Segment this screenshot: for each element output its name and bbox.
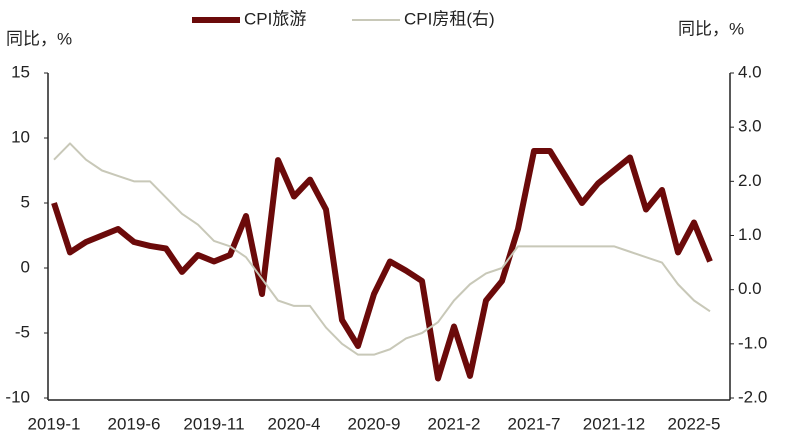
legend-label: CPI旅游 bbox=[244, 9, 306, 28]
y2-tick-label: -1.0 bbox=[738, 333, 767, 352]
x-tick-label: 2022-5 bbox=[668, 414, 721, 433]
series-line bbox=[51, 148, 713, 382]
y2-tick-label: 3.0 bbox=[738, 117, 762, 136]
x-tick-label: 2021-2 bbox=[428, 414, 481, 433]
y-tick-label: 10 bbox=[11, 127, 30, 146]
y2-tick-label: -2.0 bbox=[738, 387, 767, 406]
y2-tick-label: 4.0 bbox=[738, 62, 762, 81]
x-tick-label: 2019-6 bbox=[108, 414, 161, 433]
x-tick-label: 2019-1 bbox=[28, 414, 81, 433]
x-tick-label: 2020-9 bbox=[348, 414, 401, 433]
x-tick-label: 2021-12 bbox=[583, 414, 645, 433]
y-tick-label: 5 bbox=[21, 192, 30, 211]
y-tick-label: 15 bbox=[11, 62, 30, 81]
x-tick-label: 2020-4 bbox=[268, 414, 321, 433]
legend-label: CPI房租(右) bbox=[404, 9, 495, 28]
x-tick-label: 2021-7 bbox=[508, 414, 561, 433]
series-line bbox=[53, 142, 711, 356]
y-tick-label: -10 bbox=[5, 387, 30, 406]
y-axis-label: 同比，% bbox=[6, 29, 72, 48]
y2-tick-label: 0.0 bbox=[738, 279, 762, 298]
y2-tick-label: 1.0 bbox=[738, 225, 762, 244]
x-tick-label: 2019-11 bbox=[183, 414, 244, 433]
y-tick-label: -5 bbox=[15, 322, 30, 341]
y2-tick-label: 2.0 bbox=[738, 171, 762, 190]
y2-axis-label: 同比，% bbox=[678, 19, 744, 38]
y-tick-label: 0 bbox=[21, 257, 30, 276]
